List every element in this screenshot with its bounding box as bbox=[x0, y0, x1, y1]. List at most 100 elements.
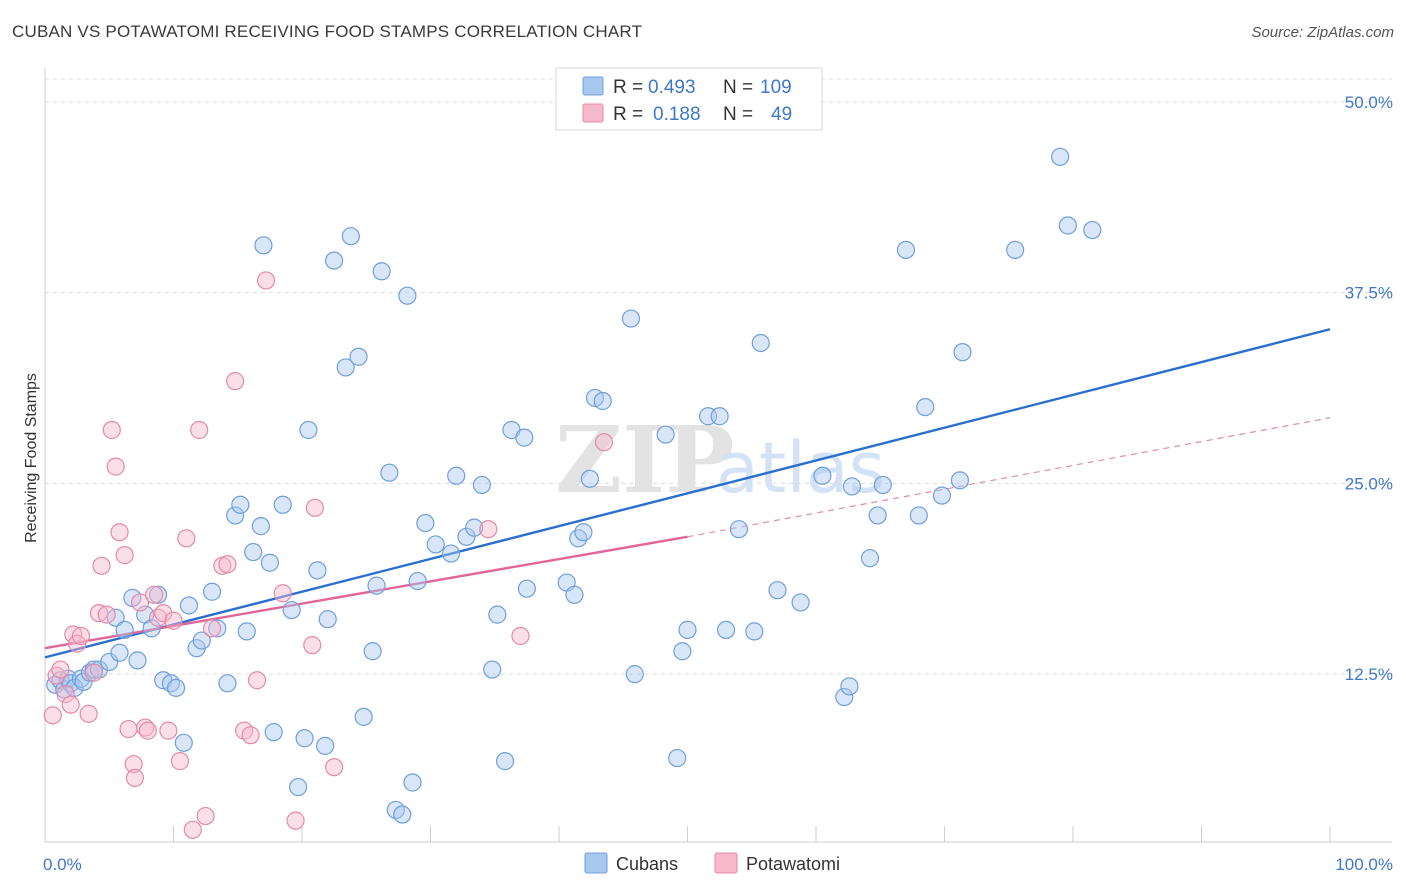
point-potawatomi-32 bbox=[196, 806, 215, 826]
point-cubans-98 bbox=[860, 549, 880, 568]
point-potawatomi-44 bbox=[305, 498, 324, 517]
point-cubans-103 bbox=[916, 397, 935, 417]
point-cubans-49 bbox=[349, 347, 368, 366]
point-cubans-66 bbox=[472, 475, 491, 495]
x-tick-label-max: 100.0% bbox=[1335, 855, 1393, 874]
point-cubans-72 bbox=[517, 579, 536, 598]
point-cubans-88 bbox=[716, 620, 736, 639]
grid-lines bbox=[45, 78, 1392, 675]
point-potawatomi-12 bbox=[97, 605, 116, 624]
point-potawatomi-29 bbox=[177, 529, 196, 548]
point-potawatomi-25 bbox=[154, 603, 173, 623]
point-cubans-109 bbox=[1058, 216, 1077, 235]
point-cubans-46 bbox=[325, 251, 344, 270]
point-potawatomi-11 bbox=[92, 556, 111, 575]
bottom-legend-swatch-cubans bbox=[584, 852, 608, 874]
point-cubans-63 bbox=[447, 466, 466, 485]
point-potawatomi-14 bbox=[106, 457, 125, 476]
point-cubans-59 bbox=[408, 571, 427, 591]
point-potawatomi-39 bbox=[247, 671, 267, 690]
point-potawatomi-16 bbox=[115, 546, 134, 565]
point-cubans-34 bbox=[251, 517, 270, 536]
bottom-legend-swatch-potawatomi bbox=[714, 852, 738, 874]
point-potawatomi-45 bbox=[325, 758, 344, 777]
point-cubans-64 bbox=[457, 527, 476, 546]
point-cubans-39 bbox=[282, 600, 301, 620]
point-cubans-24 bbox=[179, 596, 199, 615]
point-potawatomi-28 bbox=[170, 752, 190, 771]
point-cubans-38 bbox=[273, 495, 292, 514]
point-cubans-99 bbox=[868, 506, 887, 525]
point-cubans-87 bbox=[710, 407, 729, 426]
point-cubans-65 bbox=[465, 518, 484, 537]
trend-line-potawatomi bbox=[44, 535, 688, 650]
point-cubans-100 bbox=[873, 475, 892, 495]
point-cubans-22 bbox=[166, 678, 186, 697]
legend-swatch-cubans bbox=[582, 76, 604, 96]
point-potawatomi-7 bbox=[71, 626, 91, 646]
point-cubans-74 bbox=[565, 585, 584, 604]
source-label: Source: ZipAtlas.com bbox=[1251, 24, 1394, 41]
point-cubans-45 bbox=[318, 610, 337, 629]
point-cubans-60 bbox=[416, 513, 435, 533]
point-potawatomi-19 bbox=[125, 768, 145, 788]
axes: 12.5% 25.0% 37.5% 50.0% 0.0% 100.0% bbox=[43, 68, 1393, 874]
scatter-points bbox=[43, 147, 1102, 839]
point-cubans-54 bbox=[380, 463, 399, 482]
trend-line-cubans bbox=[44, 328, 1331, 659]
point-cubans-79 bbox=[593, 391, 612, 411]
point-cubans-91 bbox=[751, 333, 770, 353]
point-cubans-33 bbox=[244, 542, 263, 562]
point-cubans-31 bbox=[231, 495, 250, 514]
point-cubans-84 bbox=[673, 642, 692, 661]
point-cubans-110 bbox=[1083, 220, 1102, 240]
point-potawatomi-26 bbox=[159, 721, 178, 740]
point-cubans-71 bbox=[515, 428, 534, 447]
point-cubans-53 bbox=[372, 262, 391, 281]
point-potawatomi-21 bbox=[136, 718, 155, 737]
point-cubans-29 bbox=[218, 674, 237, 693]
point-cubans-50 bbox=[354, 707, 373, 726]
legend-n-value-2: 49 bbox=[771, 104, 792, 125]
point-cubans-27 bbox=[202, 582, 222, 601]
y-tick-label-0: 12.5% bbox=[1345, 665, 1393, 684]
legend-n-label-1: N = bbox=[723, 77, 753, 98]
point-cubans-108 bbox=[1051, 147, 1070, 166]
point-cubans-81 bbox=[625, 665, 644, 684]
point-cubans-58 bbox=[403, 773, 422, 792]
point-potawatomi-4 bbox=[61, 695, 80, 714]
point-potawatomi-2 bbox=[51, 660, 70, 679]
x-tick-label-min: 0.0% bbox=[43, 855, 82, 874]
point-cubans-67 bbox=[483, 660, 502, 679]
point-potawatomi-31 bbox=[190, 420, 209, 440]
point-cubans-23 bbox=[174, 733, 193, 752]
point-cubans-13 bbox=[110, 643, 129, 662]
bottom-legend-label-potawatomi: Potawatomi bbox=[746, 854, 840, 874]
legend-n-value-1: 109 bbox=[760, 77, 792, 98]
point-potawatomi-48 bbox=[594, 433, 614, 452]
point-cubans-107 bbox=[1006, 240, 1025, 260]
point-cubans-93 bbox=[791, 593, 810, 612]
point-cubans-82 bbox=[656, 425, 675, 444]
point-cubans-92 bbox=[768, 581, 787, 600]
point-cubans-35 bbox=[254, 236, 273, 255]
point-potawatomi-8 bbox=[79, 704, 98, 723]
point-potawatomi-3 bbox=[56, 684, 75, 704]
bottom-legend-label-cubans: Cubans bbox=[616, 854, 678, 874]
point-cubans-90 bbox=[745, 622, 764, 641]
y-tick-label-3: 50.0% bbox=[1345, 93, 1393, 112]
point-cubans-5 bbox=[65, 678, 84, 697]
point-potawatomi-40 bbox=[256, 271, 276, 290]
point-potawatomi-20 bbox=[130, 593, 150, 612]
watermark-atlas: atlas bbox=[716, 427, 885, 509]
series-cubans bbox=[46, 147, 1102, 824]
point-cubans-44 bbox=[316, 736, 335, 755]
point-cubans-28 bbox=[208, 619, 227, 638]
point-potawatomi-41 bbox=[273, 584, 292, 603]
point-cubans-76 bbox=[574, 523, 593, 542]
point-cubans-7 bbox=[74, 672, 93, 691]
point-potawatomi-36 bbox=[226, 372, 245, 391]
legend-n-label-2: N = bbox=[723, 104, 753, 125]
point-cubans-102 bbox=[909, 506, 928, 525]
